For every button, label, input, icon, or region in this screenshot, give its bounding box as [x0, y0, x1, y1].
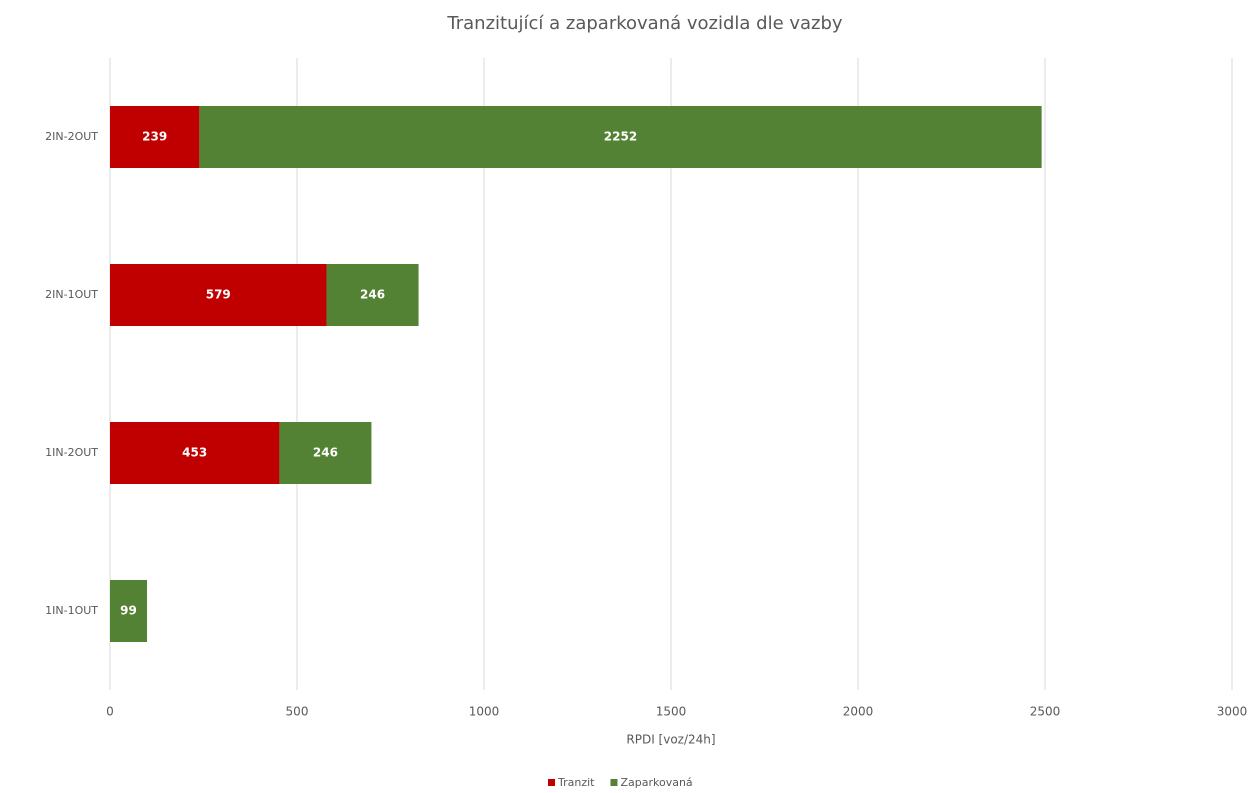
legend-label: Zaparkovaná	[620, 776, 692, 789]
bar-segment	[110, 422, 280, 484]
legend-swatch	[548, 779, 555, 786]
data-label: 453	[182, 446, 207, 460]
bar-segment	[110, 264, 327, 326]
bar-segment	[279, 422, 372, 484]
x-tick-label: 500	[286, 705, 309, 719]
x-tick-label: 2000	[843, 705, 874, 719]
x-tick-label: 3000	[1217, 705, 1248, 719]
y-tick-label: 1IN-2OUT	[45, 446, 98, 459]
bar-segment	[326, 264, 419, 326]
data-label: 579	[206, 288, 231, 302]
data-label: 246	[313, 446, 338, 460]
bar-segment	[110, 106, 200, 168]
y-tick-label: 2IN-1OUT	[45, 288, 98, 301]
x-tick-label: 2500	[1030, 705, 1061, 719]
x-tick-label: 1000	[469, 705, 500, 719]
data-label: 99	[120, 604, 137, 618]
data-label: 246	[360, 288, 385, 302]
legend-swatch	[610, 779, 618, 786]
bar-segment	[110, 580, 148, 642]
x-axis-label: RPDI [voz/24h]	[626, 733, 715, 747]
data-label: 2252	[604, 130, 637, 144]
legend-label: Tranzit	[557, 776, 595, 789]
y-tick-label: 1IN-1OUT	[45, 604, 98, 617]
data-label: 239	[142, 130, 167, 144]
x-tick-label: 1500	[656, 705, 687, 719]
bar-segment	[199, 106, 1042, 168]
x-tick-label: 0	[106, 705, 114, 719]
y-tick-label: 2IN-2OUT	[45, 130, 98, 143]
chart-title: Tranzitující a zaparkovaná vozidla dle v…	[446, 13, 843, 34]
